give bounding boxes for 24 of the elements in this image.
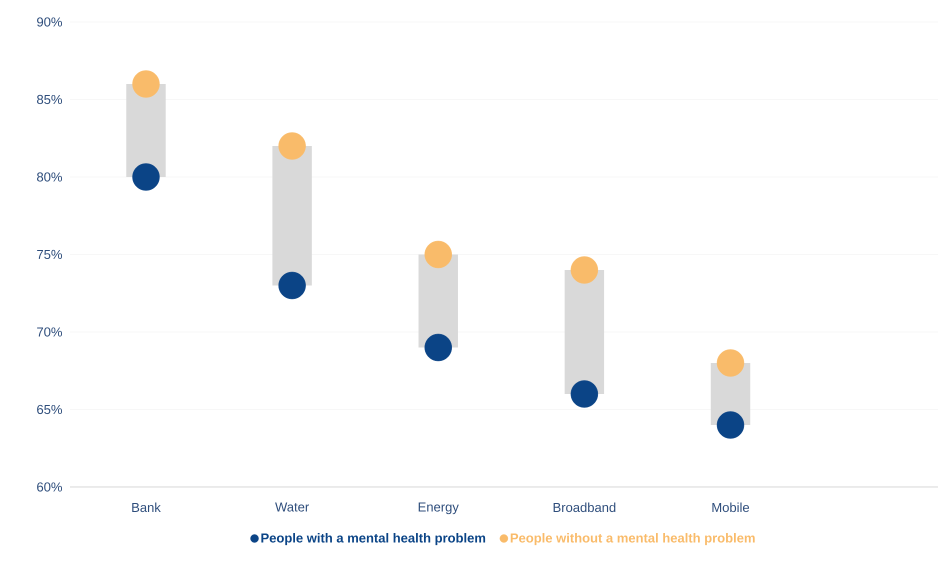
point	[716, 411, 744, 439]
y-tick-label: 90%	[37, 17, 62, 27]
x-tick-label: Bank	[132, 502, 161, 512]
y-tick-label: 85%	[37, 94, 62, 104]
point	[132, 70, 160, 98]
y-tick-label: 75%	[37, 250, 62, 260]
legend-label: People without a mental health problem	[510, 533, 755, 546]
point	[716, 349, 744, 377]
x-tick-label: Water	[275, 502, 309, 512]
y-tick-label: 80%	[37, 172, 62, 182]
point	[570, 380, 598, 408]
y-tick-label: 60%	[37, 482, 62, 492]
legend-label: People with a mental health problem	[261, 533, 486, 546]
point	[570, 256, 598, 284]
y-tick-label: 65%	[37, 404, 62, 414]
point	[278, 132, 306, 160]
x-tick-label: Mobile	[712, 502, 750, 512]
x-tick-label: Energy	[418, 502, 459, 514]
point	[424, 240, 452, 268]
y-tick-label: 70%	[37, 327, 62, 337]
point	[424, 334, 452, 362]
point	[278, 272, 306, 300]
point	[132, 163, 160, 191]
x-tick-label: Broadband	[554, 502, 616, 512]
